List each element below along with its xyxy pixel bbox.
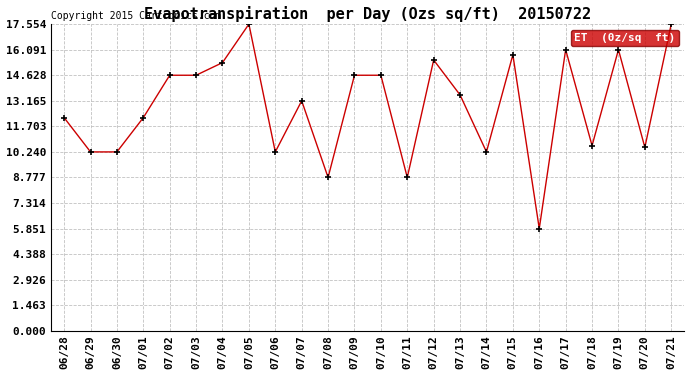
Legend: ET  (0z/sq  ft): ET (0z/sq ft) bbox=[571, 30, 679, 46]
Title: Evapotranspiration  per Day (Ozs sq/ft)  20150722: Evapotranspiration per Day (Ozs sq/ft) 2… bbox=[144, 6, 591, 21]
Text: Copyright 2015 Cartronics.com: Copyright 2015 Cartronics.com bbox=[51, 11, 221, 21]
